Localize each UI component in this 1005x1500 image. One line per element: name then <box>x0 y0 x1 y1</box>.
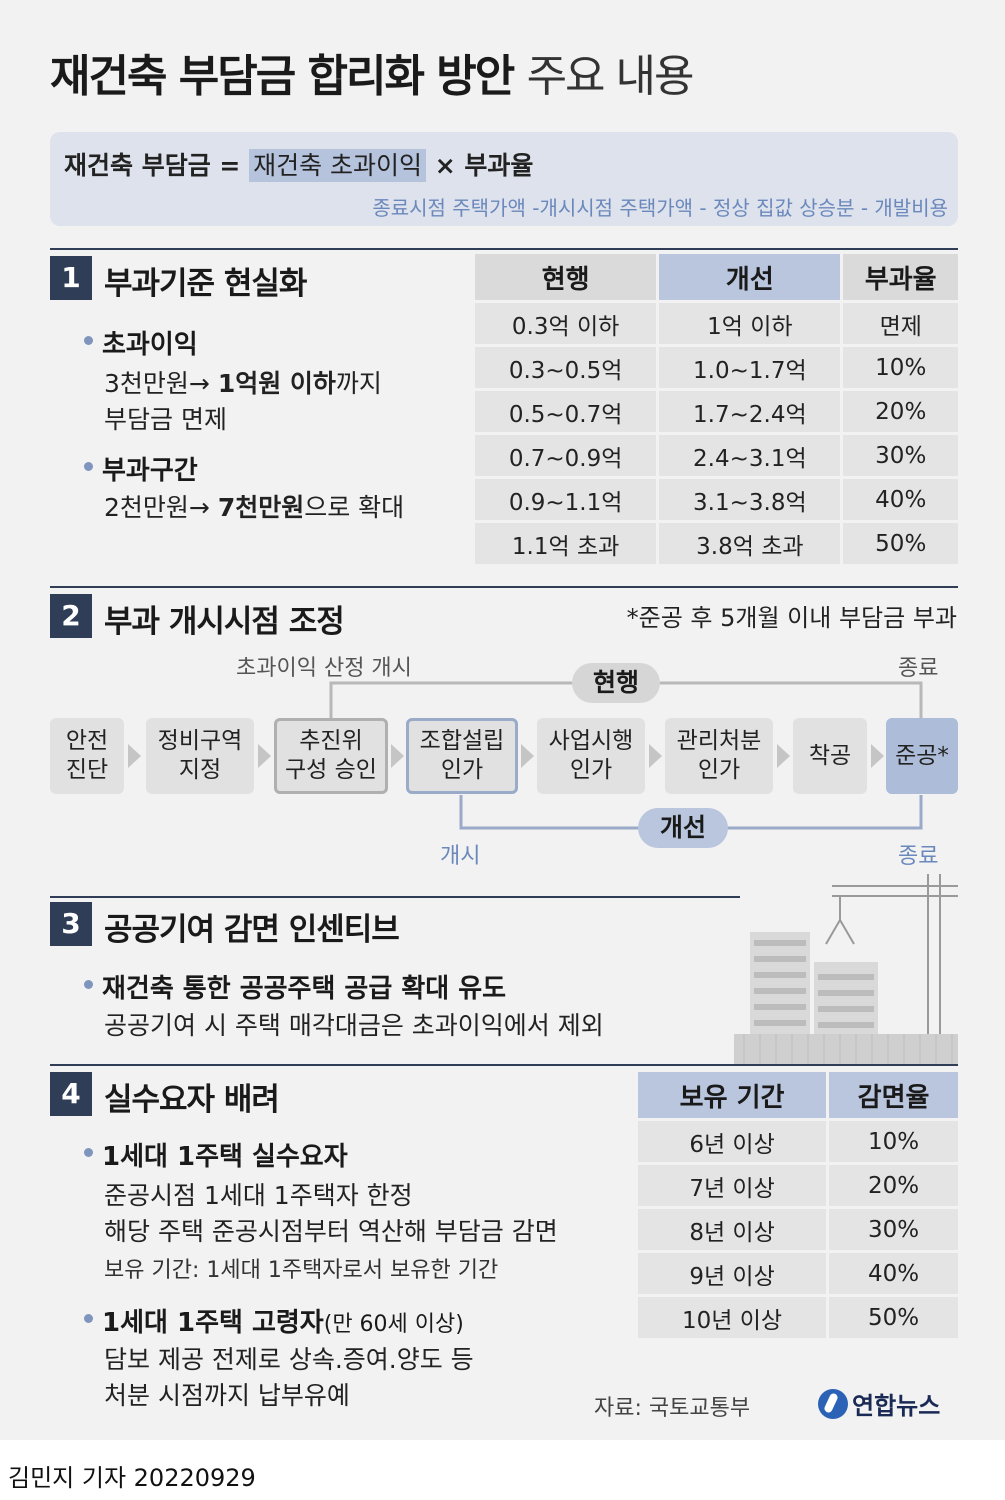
table-row: 0.3억 이하 1억 이하 면제 <box>475 303 958 344</box>
levy-timing-note: *준공 후 5개월 이내 부담금 부과 <box>626 604 957 632</box>
arrow-icon <box>391 744 404 768</box>
arrow-icon <box>128 744 141 768</box>
arrow-icon <box>521 744 534 768</box>
table-row: 0.7~0.9억 2.4~3.1억 30% <box>475 435 958 476</box>
section-divider <box>50 248 958 250</box>
section-divider <box>50 586 958 588</box>
table-row: 8년 이상 30% <box>638 1209 958 1250</box>
bullet-excess-profit: 초과이익 <box>84 324 198 361</box>
reduction-rate-table: 보유 기간 감면율 6년 이상 10% 7년 이상 20% 8년 이상 30% 9년 … <box>635 1069 961 1341</box>
formula-box: 재건축 부담금 = 재건축 초과이익 × 부과율 종료시점 주택가액 -개시시점… <box>50 132 958 226</box>
bullet-public-contribution: 재건축 통한 공공주택 공급 확대 유도 <box>84 968 506 1005</box>
levy-rate-table: 현행 개선 부과율 0.3억 이하 1억 이하 면제 0.3~0.5억 1.0~1.7… <box>472 251 961 567</box>
current-start-label: 초과이익 산정 개시 <box>236 656 412 681</box>
improved-end-label: 종료 <box>898 844 939 869</box>
table-header: 감면율 <box>829 1072 958 1118</box>
bullet-text: 담보 제공 전제로 상속.증여.양도 등 <box>104 1345 474 1374</box>
bullet-text: 준공시점 1세대 1주택자 한정 <box>104 1181 413 1210</box>
arrow-icon <box>777 744 790 768</box>
bullet-text: 처분 시점까지 납부유예 <box>104 1381 350 1410</box>
table-row: 0.3~0.5억 1.0~1.7억 10% <box>475 347 958 388</box>
yonhap-logo-icon <box>818 1388 848 1419</box>
table-header: 개선 <box>659 254 841 300</box>
step-committee-approval: 추진위 구성 승인 <box>274 718 388 794</box>
section-number: 1 <box>50 256 92 300</box>
arrow-icon <box>871 744 884 768</box>
bullet-text: 공공기여 시 주택 매각대금은 초과이익에서 제외 <box>104 1011 604 1040</box>
section-divider <box>50 896 740 898</box>
section-number: 4 <box>50 1072 92 1116</box>
step-safety-check: 안전 진단 <box>50 718 124 794</box>
section-divider <box>50 1064 958 1066</box>
bullet-senior: 1세대 1주택 고령자(만 60세 이상) <box>84 1302 464 1339</box>
byline: 김민지 기자 20220929 <box>8 1464 256 1492</box>
bullet-text: 3천만원→ 1억원 이하까지 <box>104 369 382 398</box>
section-title: 부과기준 현실화 <box>104 266 307 302</box>
bullet-levy-range: 부과구간 <box>84 450 198 487</box>
bullet-note: 보유 기간: 1세대 1주택자로서 보유한 기간 <box>104 1258 499 1283</box>
page-title: 재건축 부담금 합리화 방안 주요 내용 <box>50 51 694 102</box>
section-title: 실수요자 배려 <box>104 1082 280 1118</box>
current-pill: 현행 <box>572 663 660 703</box>
table-row: 0.9~1.1억 3.1~3.8억 40% <box>475 479 958 520</box>
table-row: 10년 이상 50% <box>638 1297 958 1338</box>
improved-start-label: 개시 <box>440 844 481 869</box>
section-number: 2 <box>50 594 92 638</box>
step-completion: 준공* <box>886 718 958 794</box>
bullet-text: 부담금 면제 <box>104 405 227 434</box>
section-number: 3 <box>50 902 92 946</box>
arrow-icon <box>649 744 662 768</box>
section-title: 공공기여 감면 인센티브 <box>104 912 400 948</box>
step-association-approval: 조합설립 인가 <box>406 718 518 794</box>
formula-highlight: 재건축 초과이익 <box>249 149 427 182</box>
table-row: 9년 이상 40% <box>638 1253 958 1294</box>
formula-detail: 종료시점 주택가액 -개시시점 주택가액 - 정상 집값 상승분 - 개발비용 <box>372 196 948 220</box>
section-title: 부과 개시시점 조정 <box>104 604 345 640</box>
yonhap-logo: 연합뉴스 <box>818 1386 940 1421</box>
formula-main: 재건축 부담금 = 재건축 초과이익 × 부과율 <box>64 149 534 182</box>
table-header: 현행 <box>475 254 657 300</box>
table-header: 부과율 <box>843 254 958 300</box>
bullet-text: 2천만원→ 7천만원으로 확대 <box>104 493 405 522</box>
construction-illustration <box>734 874 958 1066</box>
bullet-text: 해당 주택 준공시점부터 역산해 부담금 감면 <box>104 1217 558 1246</box>
table-row: 0.5~0.7억 1.7~2.4억 20% <box>475 391 958 432</box>
source-credit: 자료: 국토교통부 <box>594 1396 751 1421</box>
improved-pill: 개선 <box>638 808 728 848</box>
table-row: 6년 이상 10% <box>638 1121 958 1162</box>
bullet-real-demand: 1세대 1주택 실수요자 <box>84 1136 348 1173</box>
table-row: 7년 이상 20% <box>638 1165 958 1206</box>
arrow-icon <box>258 744 271 768</box>
step-project-implementation: 사업시행 인가 <box>537 718 645 794</box>
step-district-designation: 정비구역 지정 <box>146 718 254 794</box>
step-management-disposal: 관리처분 인가 <box>665 718 773 794</box>
table-row: 1.1억 초과 3.8억 초과 50% <box>475 523 958 564</box>
current-end-label: 종료 <box>898 656 939 681</box>
table-header: 보유 기간 <box>638 1072 827 1118</box>
step-construction-start: 착공 <box>793 718 867 794</box>
